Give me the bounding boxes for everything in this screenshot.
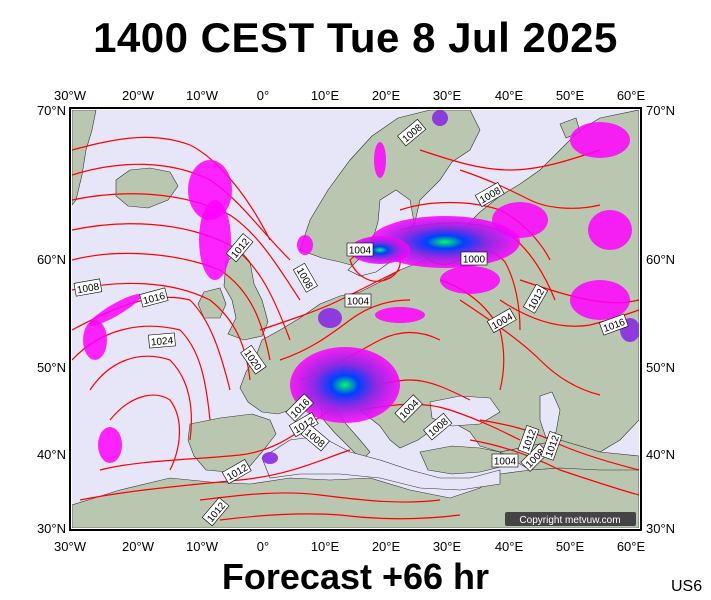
lon-tick-label: 40°E xyxy=(495,88,524,103)
isobar xyxy=(72,193,301,301)
lon-tick-label: 30°W xyxy=(54,88,87,103)
isobar-value: 1008 xyxy=(76,282,100,297)
lat-tick-label: 50°N xyxy=(37,360,66,375)
lon-tick-label: 60°E xyxy=(617,88,646,103)
lat-tick-label: 70°N xyxy=(37,103,66,118)
rain-area xyxy=(88,294,142,326)
lon-tick-label: 20°W xyxy=(122,88,155,103)
lon-tick-label: 50°E xyxy=(556,539,585,554)
svg-text:Copyright metvuw.com: Copyright metvuw.com xyxy=(519,515,620,526)
lat-tick-label: 60°N xyxy=(37,252,66,267)
isobar-value: 1024 xyxy=(151,336,175,349)
ireland xyxy=(197,287,227,319)
isobar-value: 1004 xyxy=(349,246,372,257)
forecast-label: Forecast +66 hr xyxy=(221,556,490,597)
lat-tick-label: 30°N xyxy=(646,521,675,536)
lon-tick-label: 30°E xyxy=(433,88,462,103)
lat-tick-label: 40°N xyxy=(37,447,66,462)
rain-area xyxy=(199,200,231,280)
isobar-label: 1004 xyxy=(491,453,519,468)
isobar xyxy=(109,394,181,471)
rain-area xyxy=(98,427,122,463)
rain-area xyxy=(440,266,500,294)
precipitation xyxy=(83,110,639,464)
isobar-label: 1004 xyxy=(346,242,374,257)
lon-tick-label: 10°E xyxy=(311,88,340,103)
isobar xyxy=(72,136,271,241)
model-code: US6 xyxy=(671,578,703,595)
isobar xyxy=(459,169,601,209)
copyright-badge: Copyright metvuw.com xyxy=(505,512,636,526)
map-frame xyxy=(69,107,642,531)
lon-tick-label: 40°E xyxy=(495,539,524,554)
rain-area xyxy=(297,235,313,255)
lon-tick-label: 10°W xyxy=(186,88,219,103)
isobar-label: 1004 xyxy=(344,293,372,308)
rain-area xyxy=(262,452,278,464)
lon-tick-label: 60°E xyxy=(617,539,646,554)
isobar xyxy=(219,513,461,521)
lon-tick-label: 10°E xyxy=(311,539,340,554)
isobar-label: 1008 xyxy=(73,278,103,297)
isobar-label: 1016 xyxy=(139,287,169,308)
map-title: 1400 CEST Tue 8 Jul 2025 xyxy=(93,14,618,61)
lon-tick-label: 50°E xyxy=(556,88,585,103)
iceland xyxy=(115,167,179,209)
lat-tick-label: 30°N xyxy=(37,521,66,536)
lon-tick-label: 0° xyxy=(257,88,269,103)
lon-tick-label: 30°E xyxy=(433,539,462,554)
lon-tick-label: 10°W xyxy=(186,539,219,554)
lat-tick-label: 40°N xyxy=(646,447,675,462)
isobar-label: 1024 xyxy=(148,332,176,349)
isobar xyxy=(199,492,441,503)
isobar xyxy=(79,449,351,501)
isobar xyxy=(89,355,192,441)
rain-area xyxy=(588,210,632,250)
isobar-label: 1012 xyxy=(517,425,540,455)
isobar xyxy=(469,439,639,496)
lon-tick-label: 20°E xyxy=(372,88,401,103)
rain-area xyxy=(318,308,342,328)
isobar-value: 1004 xyxy=(494,457,517,468)
lon-tick-label: 30°W xyxy=(54,539,87,554)
rain-area xyxy=(375,307,425,323)
rain-area xyxy=(374,142,386,178)
lon-tick-label: 20°E xyxy=(372,539,401,554)
caspian-sea xyxy=(539,391,561,439)
lat-tick-label: 70°N xyxy=(646,103,675,118)
rain-area xyxy=(570,280,630,320)
isobar-value: 1004 xyxy=(347,297,370,308)
lon-tick-label: 0° xyxy=(257,539,269,554)
isobar xyxy=(459,299,601,396)
isobar xyxy=(259,269,401,331)
lon-tick-label: 20°W xyxy=(122,539,155,554)
isobar-label: 1012 xyxy=(288,412,319,438)
isobar xyxy=(72,282,251,381)
isobar-label: 1000 xyxy=(460,251,488,266)
isobar xyxy=(419,149,601,171)
lat-tick-label: 60°N xyxy=(646,252,675,267)
rain-area xyxy=(432,110,448,126)
rain-area xyxy=(83,320,107,360)
greenland xyxy=(72,110,97,206)
rain-area xyxy=(570,122,630,158)
isobar-value: 1000 xyxy=(463,255,486,266)
lat-tick-label: 50°N xyxy=(646,360,675,375)
rain-storm xyxy=(290,347,400,423)
axis-labels: 30°W 30°W 20°W 20°W 10°W 10°W 0° 0° 10°E 10°E 20°E… xyxy=(37,88,675,554)
isobar xyxy=(279,299,411,361)
